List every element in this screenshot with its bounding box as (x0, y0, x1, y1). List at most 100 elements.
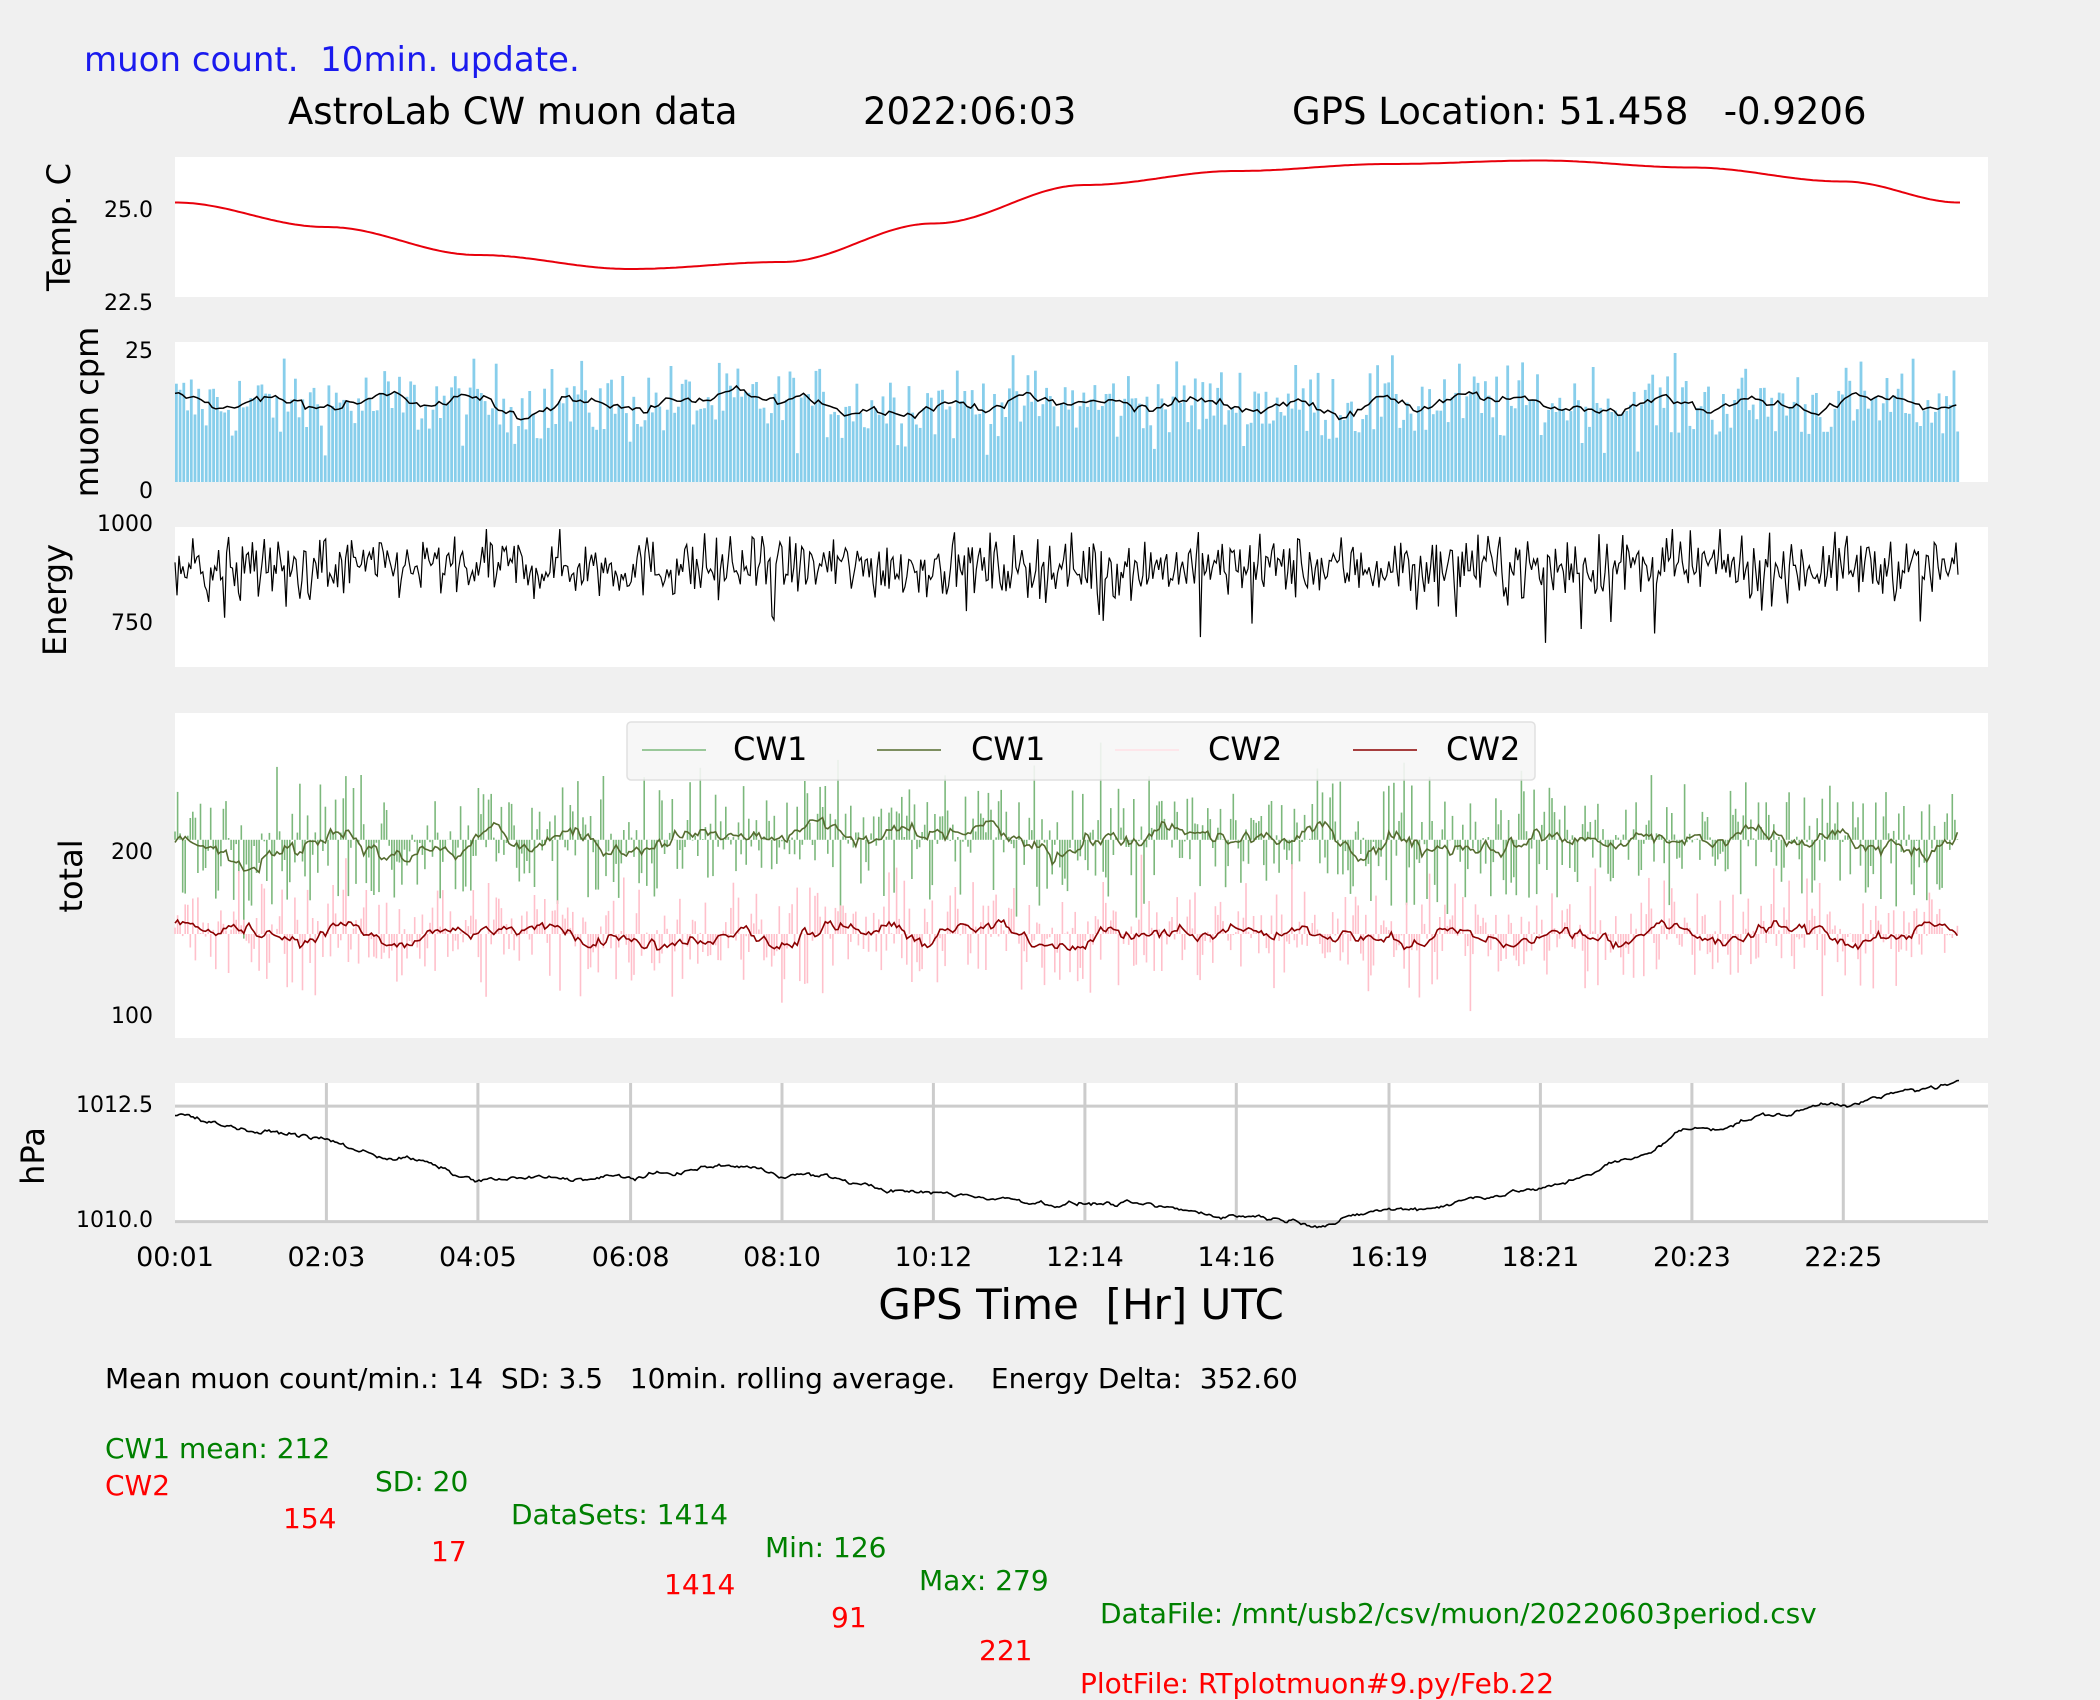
muon-bar (654, 392, 658, 482)
muon-bar (349, 410, 353, 482)
muon-bar (1554, 412, 1558, 482)
muon-bar (442, 395, 446, 482)
temp-panel (175, 157, 1988, 297)
muon-bar (368, 397, 372, 482)
muon-bar (1510, 405, 1513, 482)
muon-bar (1439, 410, 1443, 482)
muon-bar (491, 408, 494, 482)
muon-bar (1372, 429, 1376, 482)
muon-bar (1733, 400, 1736, 482)
cw1-datasets: DataSets: 1414 (511, 1498, 729, 1531)
muon-bar (673, 412, 677, 482)
muon-bar (424, 406, 427, 482)
muon-bar (982, 383, 985, 482)
muon-bar (1651, 374, 1655, 482)
muon-bar (1722, 394, 1725, 482)
muon-bar (1487, 395, 1491, 482)
muon-bar (736, 368, 740, 482)
summary-line: Mean muon count/min.: 14 SD: 3.5 10min. … (105, 1362, 1298, 1395)
muon-bar (669, 366, 673, 482)
muon-bar (1383, 383, 1387, 482)
muon-bar (561, 403, 565, 482)
x-tick-label: 00:01 (136, 1242, 214, 1273)
muon-bar (204, 425, 208, 482)
energy-line (174, 528, 1959, 643)
muon-bar (1052, 406, 1056, 482)
muon-bar (1558, 397, 1562, 482)
muon-bar (1365, 414, 1368, 482)
muon-bar (1852, 420, 1855, 482)
muon-bar (1569, 411, 1573, 482)
muon-bar (256, 385, 260, 482)
muon-bar (1357, 432, 1361, 482)
muon-bar (1815, 393, 1818, 482)
muon-bar (1089, 399, 1093, 482)
muon-bar (1346, 402, 1350, 482)
muon-bar (249, 398, 253, 482)
muon-bar (937, 390, 941, 482)
muon-bar (825, 437, 829, 482)
muon-bar (175, 383, 178, 482)
muon-bar (1532, 399, 1536, 482)
muon-bar (1502, 435, 1506, 482)
muon-bar (338, 402, 342, 482)
muon-bar (476, 388, 479, 482)
muon-bar (1725, 413, 1729, 482)
muon-ylabel: muon cpm (68, 327, 106, 498)
muon-bar (1409, 413, 1413, 482)
muon-bar (1934, 411, 1937, 482)
muon-bar (684, 379, 688, 482)
muon-bar (799, 397, 803, 482)
muon-bar (465, 414, 468, 482)
muon-bar (591, 426, 595, 482)
muon-bar (1275, 397, 1279, 482)
muon-bar (379, 392, 383, 482)
muon-bar (565, 387, 569, 482)
muon-bar (1907, 413, 1911, 482)
muon-bar (1309, 379, 1312, 482)
muon-bar (1127, 376, 1130, 482)
muon-bar (1948, 404, 1952, 482)
muon-bar (1610, 412, 1614, 482)
muon-bar (621, 376, 625, 482)
muon-bar (1718, 431, 1722, 482)
muon-bar (706, 397, 710, 482)
muon-bar (201, 409, 204, 482)
muon-bar (1413, 430, 1417, 482)
muon-bar (1826, 431, 1829, 482)
muon-bar (866, 428, 870, 482)
muon-bar (316, 404, 320, 482)
muon-bar (1640, 404, 1643, 482)
muon-bar (1008, 388, 1011, 482)
muon-bar (1699, 406, 1703, 482)
muon-bar (1268, 423, 1272, 482)
muon-bar (1339, 415, 1342, 482)
muon-bar (911, 412, 915, 482)
muon-bar (1748, 410, 1751, 482)
muon-bar (1580, 443, 1584, 482)
muon-bar (1327, 438, 1331, 482)
muon-bar (1149, 425, 1153, 482)
muon-bar (1420, 386, 1424, 482)
muon-bar (1253, 391, 1257, 482)
temp-ytick-low: 22.5 (104, 291, 153, 316)
muon-bar (1617, 414, 1621, 482)
muon-bar (260, 384, 264, 482)
muon-bar (877, 414, 881, 482)
muon-bar (1867, 408, 1870, 482)
muon-bar (665, 409, 669, 482)
muon-bar (1067, 409, 1071, 482)
pressure-ytick-low: 1010.0 (76, 1208, 153, 1233)
muon-bar (1257, 393, 1260, 482)
legend-cw2-raw-label: CW2 (1208, 730, 1282, 768)
muon-bar (498, 424, 502, 482)
muon-bar (959, 401, 963, 482)
muon-bar (1896, 388, 1900, 482)
muon-bar (1666, 376, 1669, 482)
muon-bar (1859, 361, 1863, 482)
muon-bar (1171, 396, 1175, 482)
muon-bar (1394, 394, 1398, 482)
muon-bar (327, 385, 331, 482)
muon-bar (1647, 383, 1651, 482)
x-tick-label: 08:10 (743, 1242, 821, 1273)
